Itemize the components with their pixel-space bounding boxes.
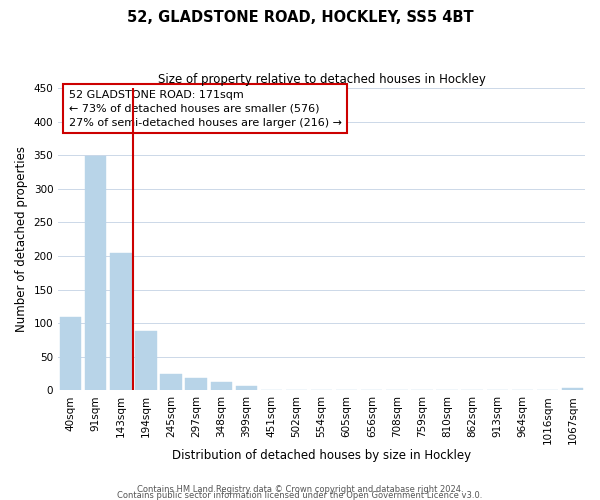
Title: Size of property relative to detached houses in Hockley: Size of property relative to detached ho… [158,72,485,86]
Bar [562,388,583,390]
Text: Contains HM Land Registry data © Crown copyright and database right 2024.: Contains HM Land Registry data © Crown c… [137,484,463,494]
Text: 52, GLADSTONE ROAD, HOCKLEY, SS5 4BT: 52, GLADSTONE ROAD, HOCKLEY, SS5 4BT [127,10,473,25]
Text: 52 GLADSTONE ROAD: 171sqm
← 73% of detached houses are smaller (576)
27% of semi: 52 GLADSTONE ROAD: 171sqm ← 73% of detac… [69,90,342,128]
Bar [136,330,157,390]
Bar [85,156,106,390]
Bar [160,374,182,390]
Bar [236,386,257,390]
Bar [211,382,232,390]
Y-axis label: Number of detached properties: Number of detached properties [15,146,28,332]
Bar [110,254,131,390]
Bar [185,378,207,390]
X-axis label: Distribution of detached houses by size in Hockley: Distribution of detached houses by size … [172,450,471,462]
Bar [60,317,82,390]
Text: Contains public sector information licensed under the Open Government Licence v3: Contains public sector information licen… [118,490,482,500]
